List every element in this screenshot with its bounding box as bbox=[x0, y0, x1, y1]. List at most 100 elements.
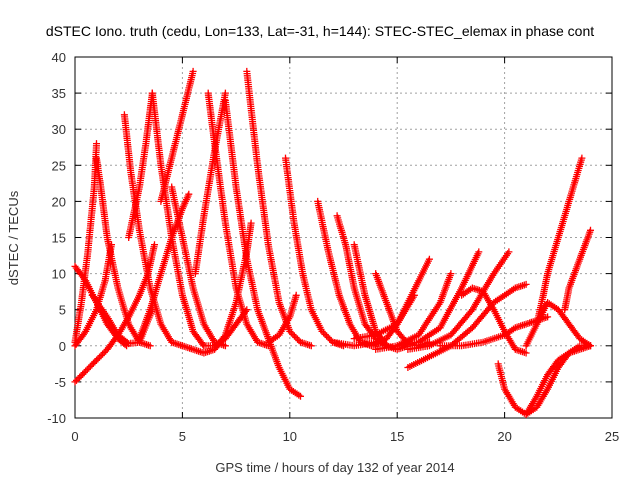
data-point bbox=[289, 331, 297, 338]
data-point bbox=[321, 331, 329, 338]
series-arc-12 bbox=[168, 183, 229, 350]
y-tick-label: 40 bbox=[52, 50, 66, 65]
data-point bbox=[77, 372, 85, 380]
data-points bbox=[71, 67, 594, 418]
data-point bbox=[425, 255, 433, 263]
data-point bbox=[292, 291, 300, 299]
tick-labels: 0 5 10 15 20 25 -10 -5 0 5 10 15 20 25 30 35 40 bbox=[47, 50, 619, 444]
x-tick-label: 5 bbox=[179, 429, 186, 444]
data-point bbox=[286, 327, 294, 335]
chart-title: dSTEC Iono. truth (cedu, Lon=133, Lat=-3… bbox=[46, 23, 594, 39]
series-arc-37 bbox=[561, 226, 594, 314]
data-point bbox=[100, 349, 108, 356]
y-tick-label: 0 bbox=[59, 339, 66, 354]
series-arc-02 bbox=[93, 154, 154, 350]
data-point bbox=[242, 307, 250, 315]
series-arc-38 bbox=[522, 342, 594, 418]
series-arc-04 bbox=[71, 241, 115, 350]
y-axis-label: dSTEC / TECUs bbox=[6, 190, 21, 285]
data-point bbox=[79, 370, 87, 378]
data-point bbox=[475, 248, 483, 256]
data-point bbox=[323, 332, 331, 340]
data-point bbox=[71, 378, 79, 386]
data-point bbox=[94, 355, 102, 363]
data-point bbox=[199, 340, 207, 348]
data-point bbox=[447, 270, 455, 278]
data-point bbox=[83, 366, 91, 373]
y-tick-label: 5 bbox=[59, 303, 66, 318]
data-point bbox=[88, 361, 96, 369]
series-arc-26 bbox=[350, 291, 418, 343]
data-point bbox=[326, 335, 334, 343]
data-point bbox=[294, 335, 301, 343]
data-point bbox=[318, 327, 326, 335]
x-axis-label: GPS time / hours of day 132 of year 2014 bbox=[215, 460, 454, 475]
series-arc-10 bbox=[157, 67, 197, 205]
data-point bbox=[93, 356, 100, 364]
series-arc-28 bbox=[393, 248, 483, 350]
data-point bbox=[522, 349, 530, 357]
data-point bbox=[93, 140, 100, 148]
series-arc-32 bbox=[458, 284, 530, 357]
y-tick-label: 15 bbox=[52, 231, 66, 246]
series-arc-16 bbox=[243, 67, 315, 350]
data-point bbox=[243, 306, 251, 314]
data-point bbox=[578, 154, 586, 162]
data-point bbox=[80, 369, 88, 377]
data-point bbox=[96, 353, 103, 361]
y-tick-label: 30 bbox=[52, 122, 66, 137]
series-arc-18 bbox=[200, 306, 251, 350]
series-arc-20 bbox=[264, 291, 300, 346]
data-point bbox=[522, 280, 530, 288]
data-point bbox=[81, 275, 88, 283]
data-point bbox=[587, 342, 594, 350]
data-point bbox=[189, 67, 197, 75]
data-point bbox=[287, 329, 295, 337]
data-point bbox=[290, 332, 298, 340]
x-tick-label: 0 bbox=[71, 429, 78, 444]
data-point bbox=[76, 373, 84, 381]
data-point bbox=[85, 364, 93, 372]
y-tick-label: 35 bbox=[52, 86, 66, 101]
series-arc-27 bbox=[372, 270, 455, 353]
data-point bbox=[221, 342, 229, 350]
data-point bbox=[185, 190, 193, 198]
series-arc-29 bbox=[404, 248, 513, 353]
data-point bbox=[146, 342, 154, 350]
data-point bbox=[320, 329, 328, 337]
data-point bbox=[74, 375, 82, 383]
data-point bbox=[73, 376, 80, 384]
data-point bbox=[97, 352, 105, 360]
axis-ticks bbox=[74, 56, 613, 419]
data-point bbox=[81, 329, 88, 337]
x-tick-label: 25 bbox=[605, 429, 619, 444]
data-point bbox=[123, 338, 131, 346]
data-point bbox=[307, 342, 315, 350]
data-point bbox=[292, 334, 300, 341]
x-tick-label: 20 bbox=[497, 429, 511, 444]
data-point bbox=[151, 241, 158, 249]
data-point bbox=[108, 241, 115, 249]
y-tick-label: -10 bbox=[47, 411, 66, 426]
series-arc-35 bbox=[544, 154, 586, 278]
data-point bbox=[247, 219, 255, 227]
y-tick-label: 10 bbox=[52, 267, 66, 282]
data-point bbox=[297, 392, 304, 400]
data-point bbox=[544, 313, 552, 321]
y-tick-label: 25 bbox=[52, 158, 66, 173]
y-tick-label: 20 bbox=[52, 194, 66, 209]
data-point bbox=[89, 359, 97, 367]
data-point bbox=[82, 367, 90, 375]
data-point bbox=[99, 350, 107, 358]
data-point bbox=[587, 226, 594, 234]
x-tick-label: 15 bbox=[390, 429, 404, 444]
x-tick-label: 10 bbox=[283, 429, 297, 444]
data-point bbox=[410, 291, 418, 299]
series-arc-21 bbox=[314, 197, 386, 350]
data-point bbox=[505, 248, 513, 256]
y-tick-label: -5 bbox=[54, 375, 66, 390]
data-point bbox=[324, 334, 332, 341]
data-point bbox=[91, 358, 99, 366]
